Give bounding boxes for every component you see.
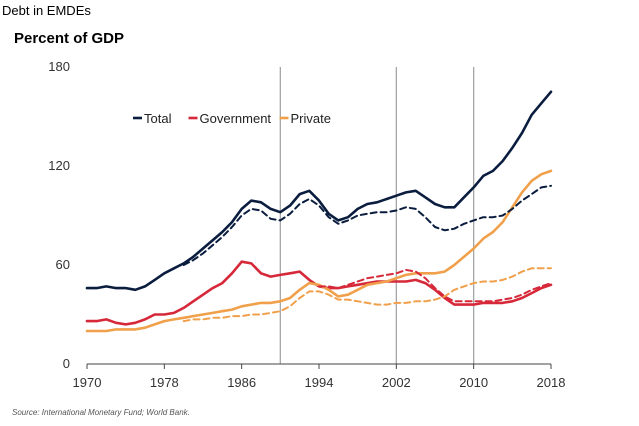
private-line (85, 169, 553, 333)
x-axis: 1970 1978 1986 1994 2002 2010 2018 (73, 363, 566, 390)
government-legend-label: Government (200, 111, 272, 126)
legend: Total Government Private (133, 111, 331, 126)
line-chart: 0 60 120 180 1970 1978 1986 1994 2002 2010 2018 T… (48, 59, 566, 390)
unnamed-series-5-dashed-line (182, 267, 552, 323)
x-tick-label: 1994 (305, 375, 334, 390)
x-tick-label: 1978 (150, 375, 179, 390)
x-tick-label: 1986 (227, 375, 256, 390)
y-tick-label: 0 (63, 356, 70, 371)
y-axis: 0 60 120 180 (48, 59, 70, 371)
chart-subtitle: Percent of GDP (14, 30, 125, 47)
source-note: Source: International Monetary Fund; Wor… (12, 408, 190, 417)
unnamed-series-4-dashed-line (318, 268, 552, 303)
x-tick-label: 2010 (459, 375, 488, 390)
series-lines (85, 90, 553, 333)
government-line (85, 260, 553, 326)
chart-title: Debt in EMDEs (2, 3, 91, 18)
y-tick-label: 180 (48, 59, 70, 74)
unnamed-series-3-dashed-line (182, 184, 552, 266)
private-legend-label: Private (291, 111, 331, 126)
x-tick-label: 2002 (382, 375, 411, 390)
x-tick-label: 2018 (537, 375, 566, 390)
y-tick-label: 60 (56, 257, 70, 272)
total-legend-label: Total (144, 111, 172, 126)
vertical-reference-lines (279, 67, 475, 364)
y-tick-label: 120 (48, 158, 70, 173)
x-tick-label: 1970 (73, 375, 102, 390)
total-line (85, 90, 553, 292)
